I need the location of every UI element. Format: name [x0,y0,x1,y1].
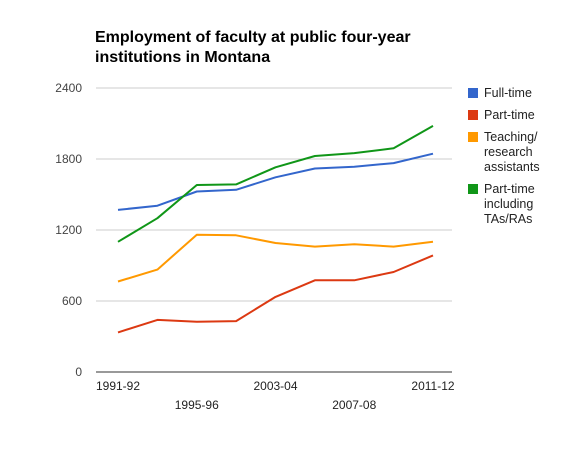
legend-item: Full-time [468,86,560,101]
legend-item: Part-time including TAs/RAs [468,182,560,227]
chart-title: Employment of faculty at public four-yea… [95,29,411,66]
legend-label: Part-time [484,108,535,122]
grid-lines [96,87,452,373]
series-line-2 [117,233,434,283]
x-tick-label: 1991-92 [96,379,140,393]
y-tick-label: 2400 [55,81,82,95]
legend-label: Teaching/ research assistants [484,130,540,174]
x-tick-label: 2011-12 [411,379,454,393]
series-lines [117,125,434,334]
legend-label: Part-time including TAs/RAs [484,182,535,226]
y-tick-label: 1200 [55,223,82,237]
series-line-0 [117,152,434,211]
legend-label: Full-time [484,86,532,100]
x-tick-label: 2003-04 [253,379,297,393]
legend-item: Part-time [468,108,560,123]
y-tick-label: 0 [75,365,82,379]
series-line-3 [117,125,434,243]
legend: Full-time Part-time Teaching/ research ass… [468,86,560,234]
x-axis-tick-labels: 1991-92 1995-96 2003-04 2007-08 2011-12 [96,379,455,412]
y-tick-label: 600 [62,294,82,308]
legend-swatch [468,132,478,142]
legend-swatch [468,110,478,120]
x-tick-label: 2007-08 [332,398,376,412]
y-tick-label: 1800 [55,152,82,166]
y-axis-tick-labels: 0 600 1200 1800 2400 [55,81,82,379]
x-tick-label: 1995-96 [175,398,219,412]
series-line-1 [117,254,434,334]
legend-swatch [468,88,478,98]
legend-swatch [468,184,478,194]
legend-item: Teaching/ research assistants [468,130,560,175]
